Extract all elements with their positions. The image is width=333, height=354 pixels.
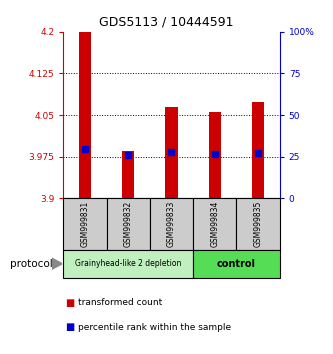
Bar — [63, 250, 193, 278]
Bar — [107, 198, 150, 250]
Text: transformed count: transformed count — [78, 298, 163, 307]
Bar — [166, 107, 177, 198]
Text: GSM999835: GSM999835 — [253, 201, 263, 247]
Text: control: control — [217, 259, 256, 269]
Text: Grainyhead-like 2 depletion: Grainyhead-like 2 depletion — [75, 259, 181, 268]
Bar — [150, 198, 193, 250]
Text: GSM999832: GSM999832 — [124, 201, 133, 247]
Bar — [122, 151, 134, 198]
Bar — [209, 112, 221, 198]
Text: ■: ■ — [65, 298, 74, 308]
Text: ■: ■ — [65, 322, 74, 332]
Bar — [193, 250, 280, 278]
Bar — [79, 32, 91, 198]
Bar — [236, 198, 280, 250]
Bar — [252, 102, 264, 198]
Text: percentile rank within the sample: percentile rank within the sample — [78, 323, 231, 332]
Bar — [193, 198, 236, 250]
Text: GSM999831: GSM999831 — [80, 201, 90, 247]
Bar — [63, 198, 107, 250]
Text: GDS5113 / 10444591: GDS5113 / 10444591 — [99, 16, 234, 29]
Text: protocol: protocol — [10, 259, 53, 269]
Text: GSM999834: GSM999834 — [210, 201, 219, 247]
Text: GSM999833: GSM999833 — [167, 201, 176, 247]
Polygon shape — [52, 258, 62, 269]
